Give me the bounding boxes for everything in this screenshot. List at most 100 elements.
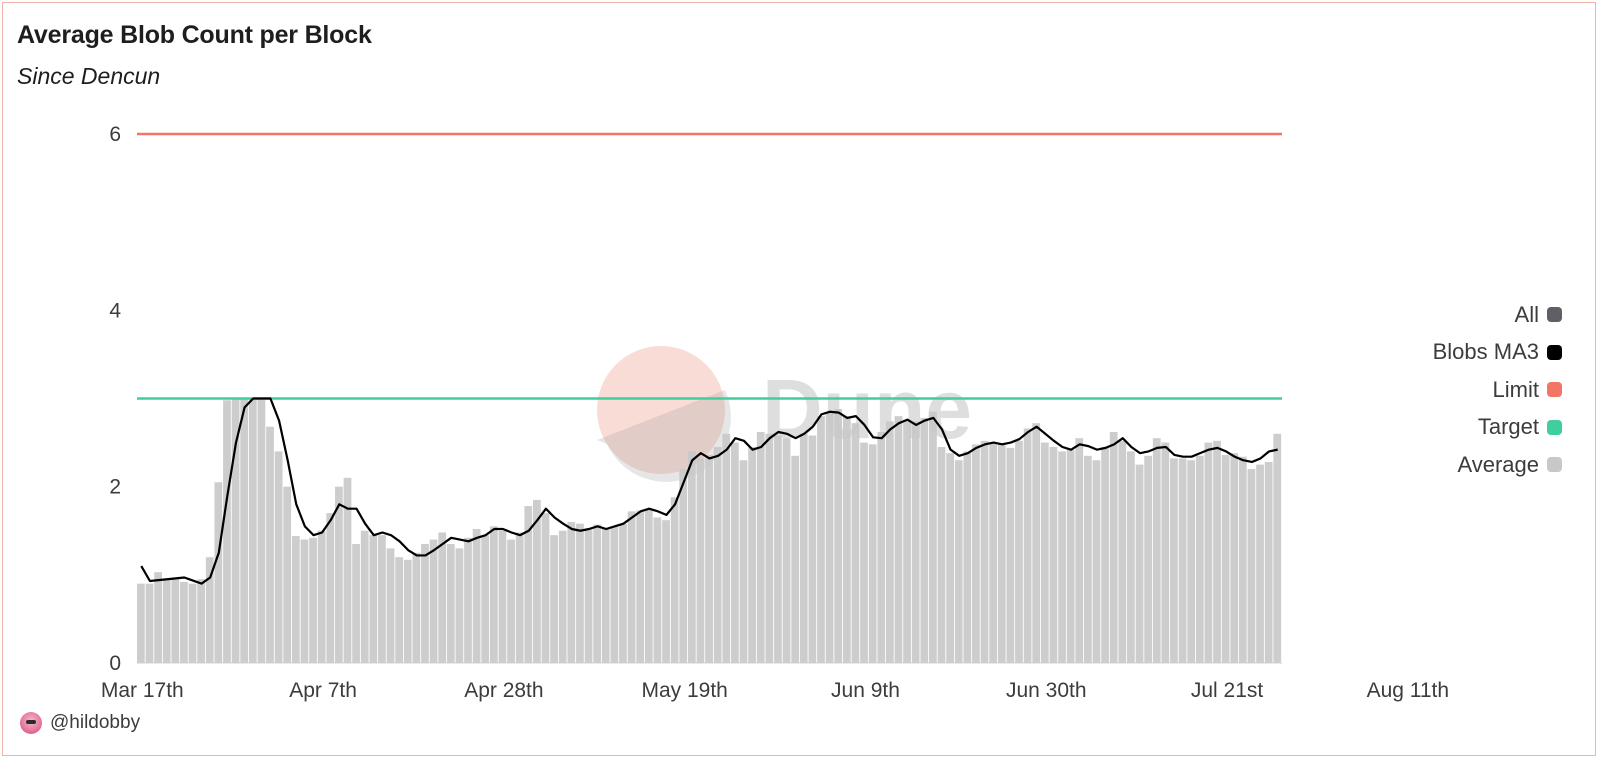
bar — [1247, 469, 1256, 663]
chart-subtitle: Since Dencun — [17, 63, 161, 89]
bar — [464, 537, 472, 663]
bar — [1178, 458, 1187, 663]
bar — [972, 444, 980, 663]
bar — [1195, 455, 1204, 663]
bar — [403, 559, 412, 663]
bar — [670, 497, 679, 663]
bar — [1213, 440, 1221, 663]
avatar — [20, 712, 42, 734]
bar — [524, 506, 533, 663]
bar — [911, 421, 920, 663]
bar — [1083, 455, 1092, 663]
bar — [593, 524, 602, 663]
attribution: @hildobby — [20, 712, 140, 734]
legend-item[interactable]: All — [1515, 296, 1562, 334]
bar — [696, 458, 705, 663]
bar — [997, 444, 1006, 663]
bar — [231, 398, 240, 663]
bar — [739, 460, 748, 663]
legend-label: Target — [1477, 414, 1539, 440]
bar — [360, 530, 369, 663]
legend-item[interactable]: Blobs MA3 — [1433, 334, 1562, 372]
bar — [1187, 460, 1196, 663]
legend-item[interactable]: Average — [1457, 446, 1562, 484]
x-tick-label: Aug 11th — [1367, 679, 1450, 702]
bar — [748, 446, 756, 663]
bar — [885, 421, 894, 663]
bar — [1238, 456, 1247, 663]
bar — [937, 446, 946, 663]
bar — [1032, 423, 1041, 663]
bar — [1049, 446, 1058, 663]
bar — [1144, 455, 1153, 663]
bar — [791, 455, 800, 663]
legend-label: Blobs MA3 — [1432, 339, 1539, 365]
x-tick-label: May 19th — [641, 679, 727, 702]
bar — [662, 520, 670, 663]
bar — [248, 398, 257, 663]
bar — [1230, 453, 1239, 663]
bar — [257, 398, 266, 663]
bar — [446, 543, 455, 663]
y-tick-label: 0 — [109, 652, 121, 675]
bar — [963, 451, 972, 663]
bar — [722, 433, 731, 663]
bar — [1264, 461, 1273, 663]
bar — [851, 423, 860, 663]
bar — [300, 539, 309, 663]
attribution-handle: @hildobby — [50, 712, 141, 733]
watermark-text: Dune — [762, 362, 972, 456]
watermark-circle — [597, 346, 725, 474]
legend-item[interactable]: Limit — [1493, 371, 1562, 409]
bar — [799, 433, 808, 663]
bar — [438, 532, 447, 663]
bar — [929, 411, 937, 663]
bar — [619, 523, 627, 663]
bar — [920, 417, 929, 663]
y-axis: 0 2 4 6 — [109, 123, 121, 675]
y-tick-label: 6 — [109, 123, 121, 146]
bar — [713, 446, 722, 663]
x-tick-label: Jul 21st — [1191, 679, 1264, 702]
bar — [481, 535, 490, 663]
bar — [162, 579, 171, 663]
bar — [1221, 454, 1230, 663]
bar — [567, 521, 576, 663]
bar — [1170, 458, 1178, 663]
bar — [636, 510, 645, 663]
bar — [834, 409, 843, 663]
bar — [808, 435, 817, 663]
bar — [1040, 442, 1049, 663]
bar — [610, 526, 619, 663]
bar — [507, 539, 515, 663]
bar — [274, 451, 283, 663]
ma3-line — [140, 397, 1278, 585]
bar — [205, 557, 214, 663]
bar — [868, 444, 877, 663]
average-bars — [137, 398, 1282, 664]
bar — [653, 517, 662, 663]
bar — [1256, 464, 1264, 664]
bar — [980, 440, 989, 663]
bar — [283, 486, 292, 663]
bar — [395, 557, 404, 663]
legend-swatch — [1547, 344, 1562, 360]
x-tick-label: Jun 9th — [831, 679, 900, 702]
bar — [731, 442, 739, 663]
bar — [541, 513, 550, 663]
bar — [756, 432, 765, 663]
bar — [171, 577, 180, 663]
bar — [679, 469, 688, 663]
bar — [214, 482, 223, 663]
bar — [455, 548, 464, 663]
chart-legend: All Blobs MA3 Limit Target Average — [1433, 296, 1562, 484]
legend-item[interactable]: Target — [1478, 409, 1562, 447]
bar — [266, 426, 274, 663]
legend-label: Average — [1457, 451, 1539, 477]
bar — [326, 513, 335, 663]
bar — [1135, 464, 1144, 664]
bar — [1092, 460, 1101, 663]
chart-title: Average Blob Count per Block — [17, 21, 372, 49]
bar — [817, 416, 825, 663]
bar — [1066, 449, 1075, 663]
